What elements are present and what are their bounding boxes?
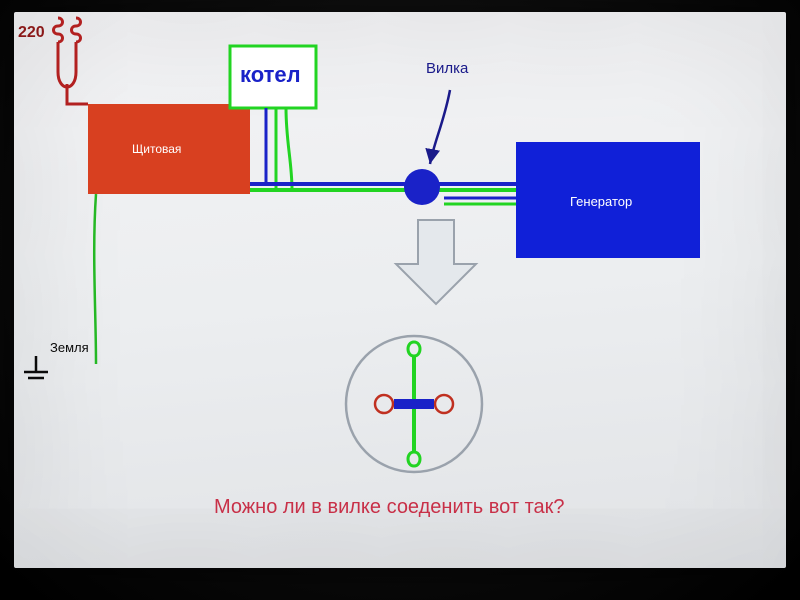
down-arrow-icon — [396, 220, 476, 304]
paper-sheet: 220 Щитовая котел Вилка Генератор Земля … — [14, 12, 786, 568]
panel-box — [88, 104, 250, 194]
plug-pointer-arrow — [430, 90, 450, 164]
ground-wire — [94, 194, 96, 364]
wire-boiler-green2 — [286, 108, 292, 190]
socket-detail — [346, 336, 482, 472]
plug-node — [404, 169, 440, 205]
ground-symbol-icon — [24, 356, 48, 378]
generator-box — [516, 142, 700, 258]
boiler-box — [230, 46, 316, 108]
wiring-diagram — [14, 12, 786, 568]
mains-coils-icon — [54, 18, 89, 104]
outer-frame: 220 Щитовая котел Вилка Генератор Земля … — [0, 0, 800, 600]
